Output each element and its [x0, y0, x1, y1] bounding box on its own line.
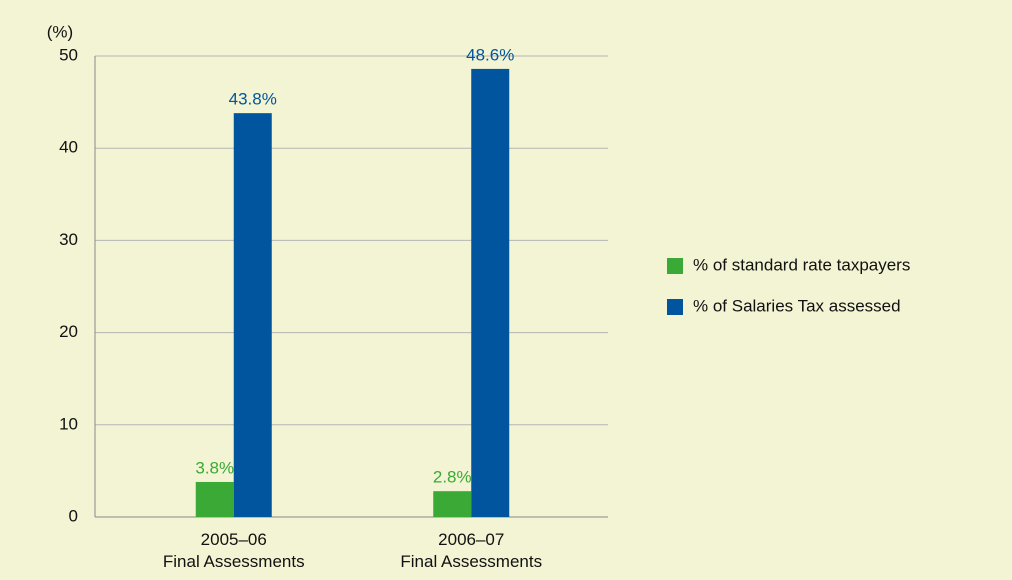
y-tick-label: 40: [59, 138, 78, 157]
y-tick-label: 30: [59, 230, 78, 249]
y-tick-label: 20: [59, 322, 78, 341]
x-tick-label: 2006–07 Final Assessments: [400, 530, 543, 571]
legend-label: % of standard rate taxpayers: [693, 255, 910, 274]
x-tick-label: 2005–06 Final Assessments: [162, 530, 305, 571]
value-label: 2.8%: [433, 468, 472, 487]
bar: [471, 68, 510, 518]
bar: [195, 481, 234, 517]
value-label: 43.8%: [229, 90, 277, 109]
value-label: 3.8%: [195, 458, 234, 477]
bar: [433, 491, 472, 517]
y-axis-label: (%): [47, 22, 73, 41]
y-tick-label: 0: [69, 506, 78, 525]
y-tick-label: 50: [59, 45, 78, 64]
y-tick-label: 10: [59, 414, 78, 433]
bar: [233, 113, 272, 517]
value-label: 48.6%: [466, 45, 514, 64]
legend-label: % of Salaries Tax assessed: [693, 296, 901, 315]
legend-swatch: [667, 299, 683, 315]
legend-swatch: [667, 258, 683, 274]
